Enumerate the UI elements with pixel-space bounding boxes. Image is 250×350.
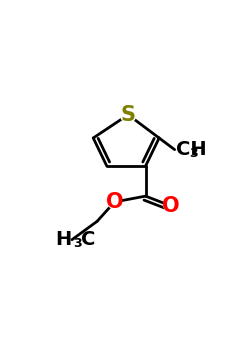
- Text: O: O: [106, 192, 124, 212]
- Text: O: O: [162, 196, 180, 216]
- Text: H: H: [56, 230, 72, 249]
- Circle shape: [120, 107, 136, 122]
- Circle shape: [108, 195, 121, 209]
- Text: 3: 3: [73, 237, 82, 250]
- Text: C: C: [81, 230, 95, 249]
- Text: S: S: [120, 105, 136, 125]
- Text: 3: 3: [189, 147, 198, 160]
- Text: CH: CH: [176, 140, 206, 159]
- Circle shape: [164, 199, 177, 212]
